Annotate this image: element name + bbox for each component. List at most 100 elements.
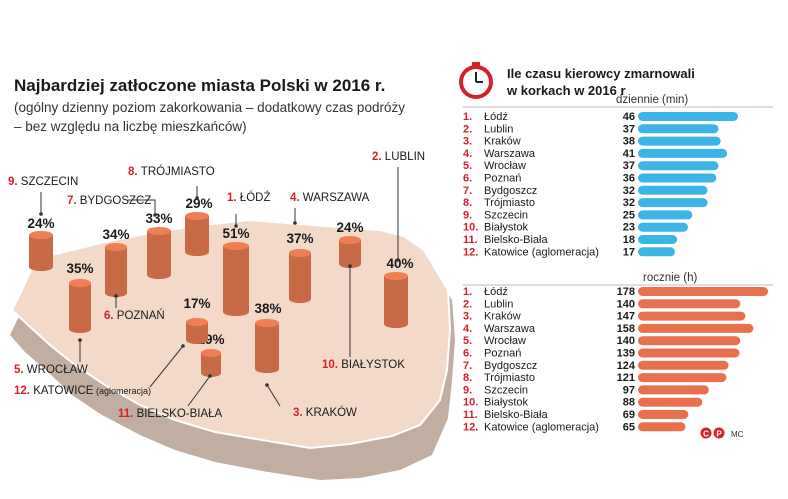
leader-dot (78, 338, 82, 342)
bar-value: 46 (623, 111, 635, 123)
leader-dot (396, 258, 400, 262)
city-name: Trójmiasto (484, 197, 535, 209)
city-name: Katowice (aglomeracja) (484, 246, 599, 258)
bar (638, 348, 740, 358)
bar (638, 148, 728, 158)
leader-dot (234, 224, 238, 228)
city-label: 4. WARSZAWA (290, 192, 370, 204)
city-name: Wrocław (484, 160, 526, 172)
bar-value: 97 (623, 384, 635, 396)
city-cylinder (185, 216, 209, 256)
bar-value: 140 (617, 335, 635, 347)
bar-value: 38 (623, 136, 635, 148)
bar-value: 17 (623, 246, 635, 258)
bar (638, 185, 708, 195)
city-cylinder-top (289, 249, 311, 257)
yearly-bar-list: 1. Łódź 178 2. Lublin 140 3. Kraków 147 4. Warszaw… (463, 286, 768, 433)
city-percent: 35% (66, 261, 93, 276)
city-name: Poznań (484, 173, 521, 185)
rank: 2. (463, 123, 472, 135)
leader-dot (265, 383, 269, 387)
rank: 1. (463, 286, 472, 298)
leader-dot (195, 196, 199, 200)
city-cylinder-top (384, 272, 408, 280)
leader-line (187, 375, 211, 407)
rank: 5. (463, 160, 472, 172)
city-cylinder (186, 322, 208, 344)
city-name: Kraków (484, 311, 521, 323)
bar (638, 311, 746, 321)
city-label: 11. BIELSKO-BIAŁA (118, 408, 223, 420)
yearly-axis-label: rocznie (h) (643, 272, 697, 284)
rank: 6. (463, 348, 472, 360)
bar-value: 25 (623, 209, 635, 221)
city-name: Bielsko-Biała (484, 409, 548, 421)
city-cylinder (29, 235, 53, 271)
rank: 11. (463, 234, 478, 246)
city-label: 12. KATOWICE (aglomeracja) (14, 385, 151, 397)
city-percent: 17% (183, 296, 210, 311)
city-percent: 33% (145, 211, 172, 226)
bar (638, 173, 717, 183)
rank: 11. (463, 409, 478, 421)
city-name: Szczecin (484, 209, 528, 221)
city-cylinder (255, 323, 279, 373)
city-label: 1. ŁÓDŹ (227, 191, 270, 204)
bar (638, 210, 693, 220)
credit: MC (731, 430, 744, 439)
city-label: 9. SZCZECIN (8, 176, 78, 188)
city-cylinder (105, 247, 127, 297)
city-percent: 40% (386, 256, 413, 271)
city-label: 3. KRAKÓW (293, 406, 357, 419)
rank: 4. (463, 323, 472, 335)
leader-dot (114, 294, 118, 298)
leader-line (128, 199, 156, 215)
rank: 3. (463, 311, 472, 323)
bar (638, 373, 727, 383)
bar-value: 41 (623, 148, 635, 160)
city-name: Wrocław (484, 335, 526, 347)
city-cylinder-top (185, 212, 209, 220)
bar (638, 385, 709, 395)
city-percent: 24% (27, 216, 54, 231)
city-cylinder-top (29, 231, 53, 239)
leader-dot (153, 213, 157, 217)
bar-value: 32 (623, 197, 635, 209)
city-percent: 37% (286, 231, 313, 246)
city-cylinder-top (339, 236, 361, 244)
bar (638, 235, 678, 244)
city-name: Kraków (484, 136, 521, 148)
bar-value: 158 (617, 323, 635, 335)
bar-value: 32 (623, 185, 635, 197)
city-cylinder-top (147, 227, 171, 235)
city-cylinder-top (105, 243, 127, 251)
clock-icon (459, 62, 493, 99)
city-cylinder-top (201, 349, 221, 357)
bar-value: 147 (617, 311, 635, 323)
bar-value: 140 (617, 298, 635, 310)
city-name: Łódź (484, 286, 508, 298)
city-label: 2. LUBLIN (372, 151, 425, 163)
city-name: Białystok (484, 397, 529, 409)
city-name: Bydgoszcz (484, 185, 537, 197)
city-label: 5. WROCŁAW (14, 364, 88, 376)
leader-line (266, 384, 281, 407)
bar-value: 139 (617, 348, 635, 360)
rank: 6. (463, 173, 472, 185)
rank: 7. (463, 185, 472, 197)
city-cylinder (69, 283, 91, 333)
bar (638, 397, 703, 407)
bar (638, 287, 768, 296)
bar-value: 121 (617, 372, 635, 384)
rank: 8. (463, 372, 472, 384)
daily-bar-list: 1. Łódź 46 2. Lublin 37 3. Kraków 38 4. Warszawa 41… (463, 111, 738, 258)
right-title-line-1: Ile czasu kierowcy zmarnowali (507, 66, 695, 81)
city-cylinder (201, 353, 221, 377)
city-cylinder (289, 253, 311, 303)
city-cylinder (384, 276, 408, 328)
city-cylinder-top (255, 319, 279, 327)
city-cylinder-top (186, 318, 208, 326)
city-name: Katowice (aglomeracja) (484, 421, 599, 433)
city-name: Poznań (484, 348, 521, 360)
